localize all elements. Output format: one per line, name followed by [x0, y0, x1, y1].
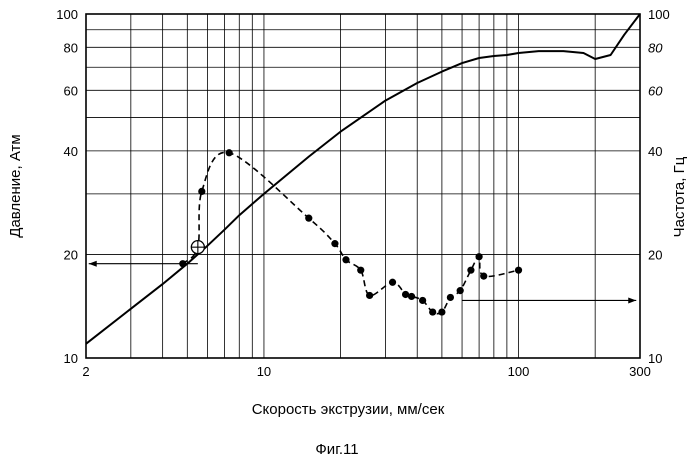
arrow-head — [628, 297, 637, 304]
y-tick-label-right: 60 — [648, 83, 663, 98]
data-point — [438, 308, 446, 316]
y-tick-label-left: 100 — [56, 7, 78, 22]
x-tick-label: 10 — [257, 364, 271, 379]
data-point — [225, 149, 233, 157]
data-point — [467, 266, 475, 274]
data-point — [446, 293, 455, 302]
data-point — [514, 266, 523, 274]
data-point — [456, 287, 464, 295]
y-tick-label-right: 20 — [648, 247, 662, 262]
y-tick-label-right: 100 — [648, 7, 670, 22]
data-point — [419, 296, 427, 305]
y-tick-label-left: 60 — [64, 83, 78, 98]
data-point — [480, 272, 488, 280]
y-axis-title-left: Давление, Атм — [7, 134, 24, 237]
y-tick-label-left: 10 — [64, 351, 78, 366]
data-point — [305, 214, 313, 222]
x-tick-label: 2 — [82, 364, 89, 379]
arrow-head — [88, 260, 97, 267]
x-tick-label: 300 — [629, 364, 651, 379]
data-point — [388, 278, 397, 286]
data-point — [429, 308, 437, 316]
y-tick-label-right: 10 — [648, 351, 662, 366]
y-tick-label-left: 40 — [64, 144, 78, 159]
annotation-layer — [88, 240, 637, 304]
y-tick-label-right: 80 — [648, 40, 663, 55]
data-point — [342, 256, 350, 264]
series-line-dashed — [182, 151, 519, 315]
data-point — [365, 291, 374, 300]
data-point — [401, 290, 410, 299]
x-axis-title: Скорость экструзии, мм/сек — [252, 401, 445, 418]
series-layer — [85, 13, 641, 345]
figure-caption: Фиг.11 — [315, 441, 358, 458]
y-tick-label-left: 80 — [64, 40, 78, 55]
plot-frame — [85, 13, 641, 359]
y-tick-label-left: 20 — [64, 247, 78, 262]
y-axis-title-right: Частота, Гц — [671, 156, 688, 237]
y-tick-label-right: 40 — [648, 144, 662, 159]
series-line-solid — [85, 13, 641, 345]
data-point — [475, 253, 483, 261]
data-point — [331, 240, 339, 248]
grid — [85, 13, 641, 359]
marker-layer — [179, 149, 523, 316]
data-point — [407, 292, 416, 301]
x-tick-label: 100 — [508, 364, 530, 379]
data-point — [198, 187, 206, 196]
data-point — [357, 266, 365, 274]
